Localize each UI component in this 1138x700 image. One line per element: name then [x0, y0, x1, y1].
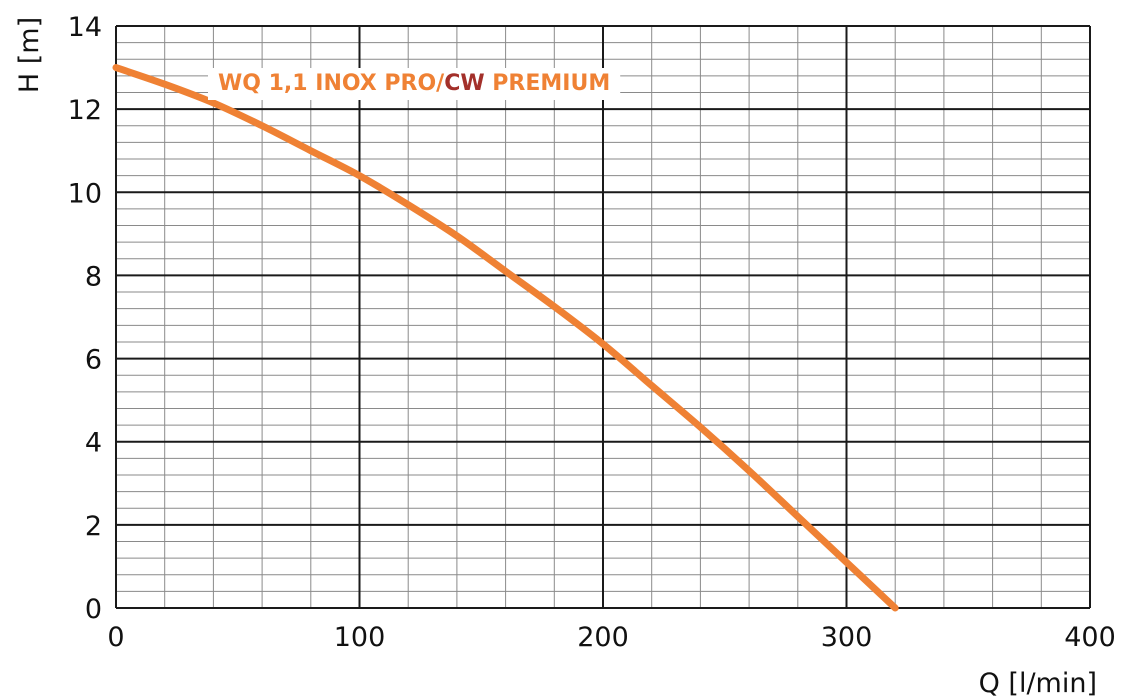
series-label-background — [208, 68, 621, 100]
y-tick-label: 12 — [68, 95, 102, 126]
x-tick-labels: 0 100 200 300 400 — [107, 622, 1115, 653]
major-grid — [115, 25, 1091, 609]
series-label: WQ 1,1 INOX PRO/CW PREMIUM — [218, 71, 610, 96]
y-tick-label: 8 — [85, 261, 102, 292]
x-tick-label: 400 — [1064, 622, 1116, 653]
y-tick-label: 10 — [68, 178, 102, 209]
series-label-part: CW — [444, 71, 484, 96]
series-line — [112, 64, 899, 612]
y-tick-label: 4 — [85, 428, 102, 459]
x-axis-title: Q [l/min] — [979, 668, 1097, 699]
series-label-part: PREMIUM — [485, 71, 611, 96]
series-label-part: WQ 1,1 INOX PRO/ — [218, 71, 445, 96]
x-tick-label: 200 — [577, 622, 629, 653]
y-tick-label: 6 — [85, 345, 102, 376]
y-tick-label: 0 — [85, 594, 102, 625]
y-axis-title: H [m] — [14, 17, 45, 93]
y-tick-label: 2 — [85, 511, 102, 542]
series-group: WQ 1,1 INOX PRO/CW PREMIUM — [112, 64, 899, 612]
x-tick-label: 0 — [107, 622, 124, 653]
y-tick-labels: 0 2 4 6 8 10 12 14 — [68, 12, 102, 625]
x-tick-label: 100 — [334, 622, 386, 653]
y-tick-label: 14 — [68, 12, 102, 43]
x-tick-label: 300 — [821, 622, 873, 653]
